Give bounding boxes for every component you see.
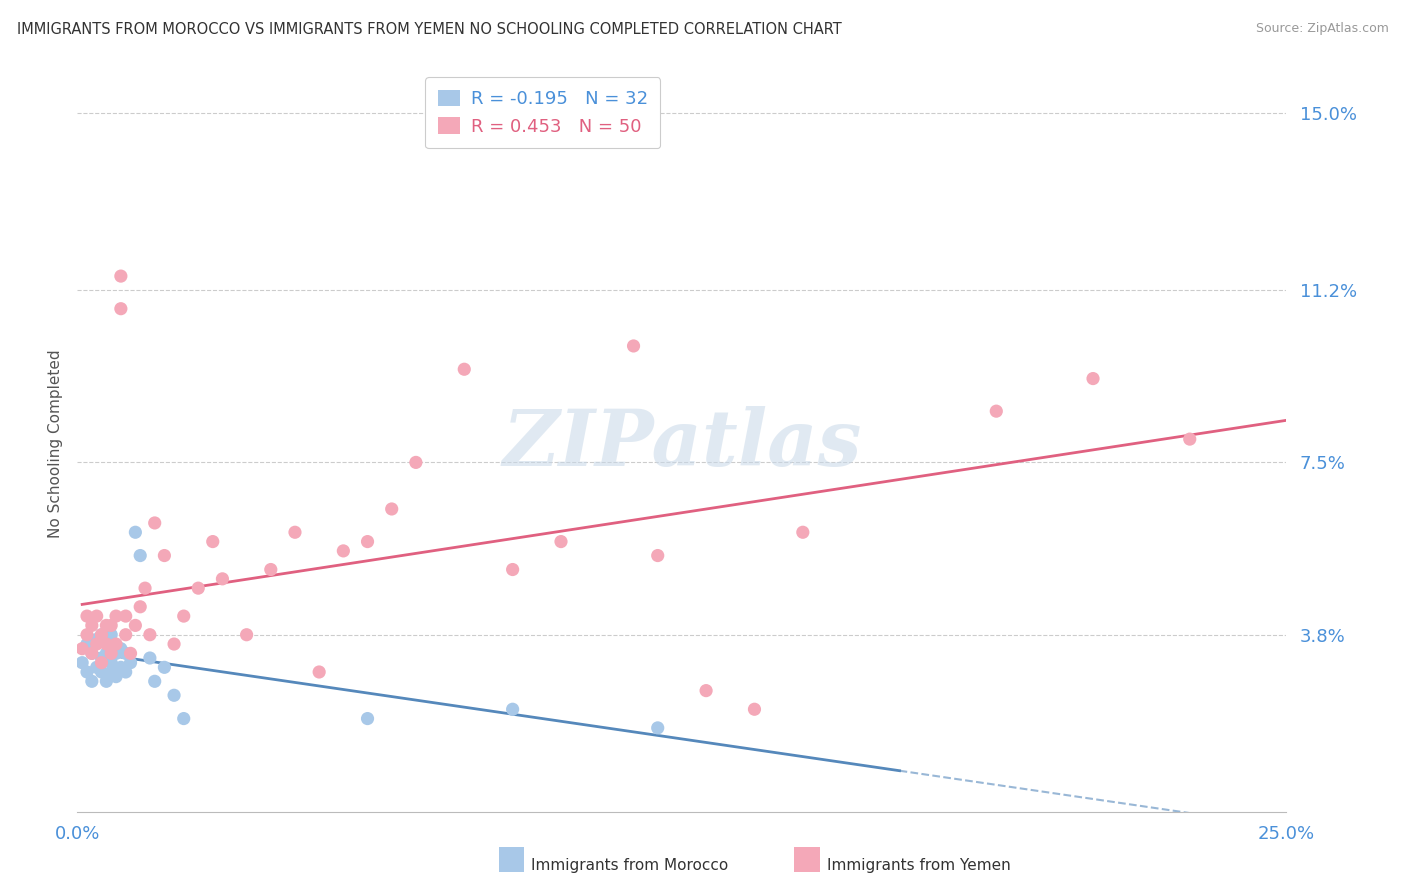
Point (105, 646, 128, 660)
Point (114, 646, 136, 660)
Point (80, 646, 103, 660)
Point (90, 665, 112, 679)
Point (86, 632, 108, 647)
Point (80, 618, 103, 632)
Point (96, 674, 118, 689)
Point (105, 609, 128, 624)
Point (260, 562, 283, 576)
Point (284, 525, 307, 540)
Point (381, 502, 404, 516)
Point (100, 656, 122, 670)
Point (744, 702, 766, 716)
Point (647, 721, 669, 735)
Point (100, 665, 122, 679)
Point (90, 656, 112, 670)
Point (76, 665, 98, 679)
Point (124, 525, 146, 540)
Point (134, 581, 156, 595)
Point (187, 581, 209, 595)
Point (163, 688, 186, 702)
Point (623, 339, 645, 353)
Point (120, 656, 142, 670)
Point (76, 628, 98, 642)
Point (332, 544, 354, 558)
Y-axis label: No Schooling Completed: No Schooling Completed (48, 350, 63, 538)
Text: IMMIGRANTS FROM MOROCCO VS IMMIGRANTS FROM YEMEN NO SCHOOLING COMPLETED CORRELAT: IMMIGRANTS FROM MOROCCO VS IMMIGRANTS FR… (17, 22, 842, 37)
Point (110, 641, 132, 656)
Point (139, 651, 162, 665)
Point (96, 646, 118, 660)
Point (76, 637, 98, 651)
Point (110, 269, 132, 284)
Point (80, 674, 103, 689)
Point (550, 534, 572, 549)
Point (163, 637, 186, 651)
Point (153, 660, 176, 674)
Point (70, 641, 93, 656)
Point (143, 516, 166, 530)
Legend: R = -0.195   N = 32, R = 0.453   N = 50: R = -0.195 N = 32, R = 0.453 N = 50 (426, 78, 661, 148)
Point (100, 628, 122, 642)
Point (120, 646, 142, 660)
Point (308, 665, 330, 679)
Text: Source: ZipAtlas.com: Source: ZipAtlas.com (1256, 22, 1389, 36)
Text: Immigrants from Morocco: Immigrants from Morocco (531, 858, 728, 872)
Point (405, 455, 427, 469)
Point (86, 609, 108, 624)
Point (124, 618, 146, 632)
Point (96, 618, 118, 632)
Point (96, 637, 118, 651)
Point (1178, 432, 1201, 446)
Point (211, 572, 233, 586)
Point (143, 674, 166, 689)
Point (86, 660, 108, 674)
Point (235, 628, 257, 642)
Point (100, 646, 122, 660)
Point (110, 301, 132, 316)
Point (173, 609, 195, 624)
Point (90, 628, 112, 642)
Point (356, 712, 378, 726)
Point (153, 549, 176, 563)
Point (173, 712, 195, 726)
Point (453, 362, 475, 376)
Point (70, 656, 93, 670)
Point (114, 665, 136, 679)
Point (129, 549, 152, 563)
Text: Immigrants from Yemen: Immigrants from Yemen (827, 858, 1011, 872)
Point (80, 646, 103, 660)
Point (129, 599, 152, 614)
Point (76, 609, 98, 624)
Point (90, 651, 112, 665)
Point (86, 637, 108, 651)
Point (105, 670, 128, 684)
Point (1081, 371, 1104, 385)
Point (502, 562, 524, 576)
Point (114, 628, 136, 642)
Point (647, 549, 669, 563)
Point (986, 404, 1008, 418)
Point (90, 628, 112, 642)
Point (105, 637, 128, 651)
Point (792, 525, 814, 540)
Point (114, 609, 136, 624)
Point (110, 660, 132, 674)
Point (502, 702, 524, 716)
Text: ZIPatlas: ZIPatlas (502, 406, 862, 482)
Point (100, 618, 122, 632)
Point (695, 683, 717, 698)
Point (356, 534, 378, 549)
Point (139, 628, 162, 642)
Point (201, 534, 224, 549)
